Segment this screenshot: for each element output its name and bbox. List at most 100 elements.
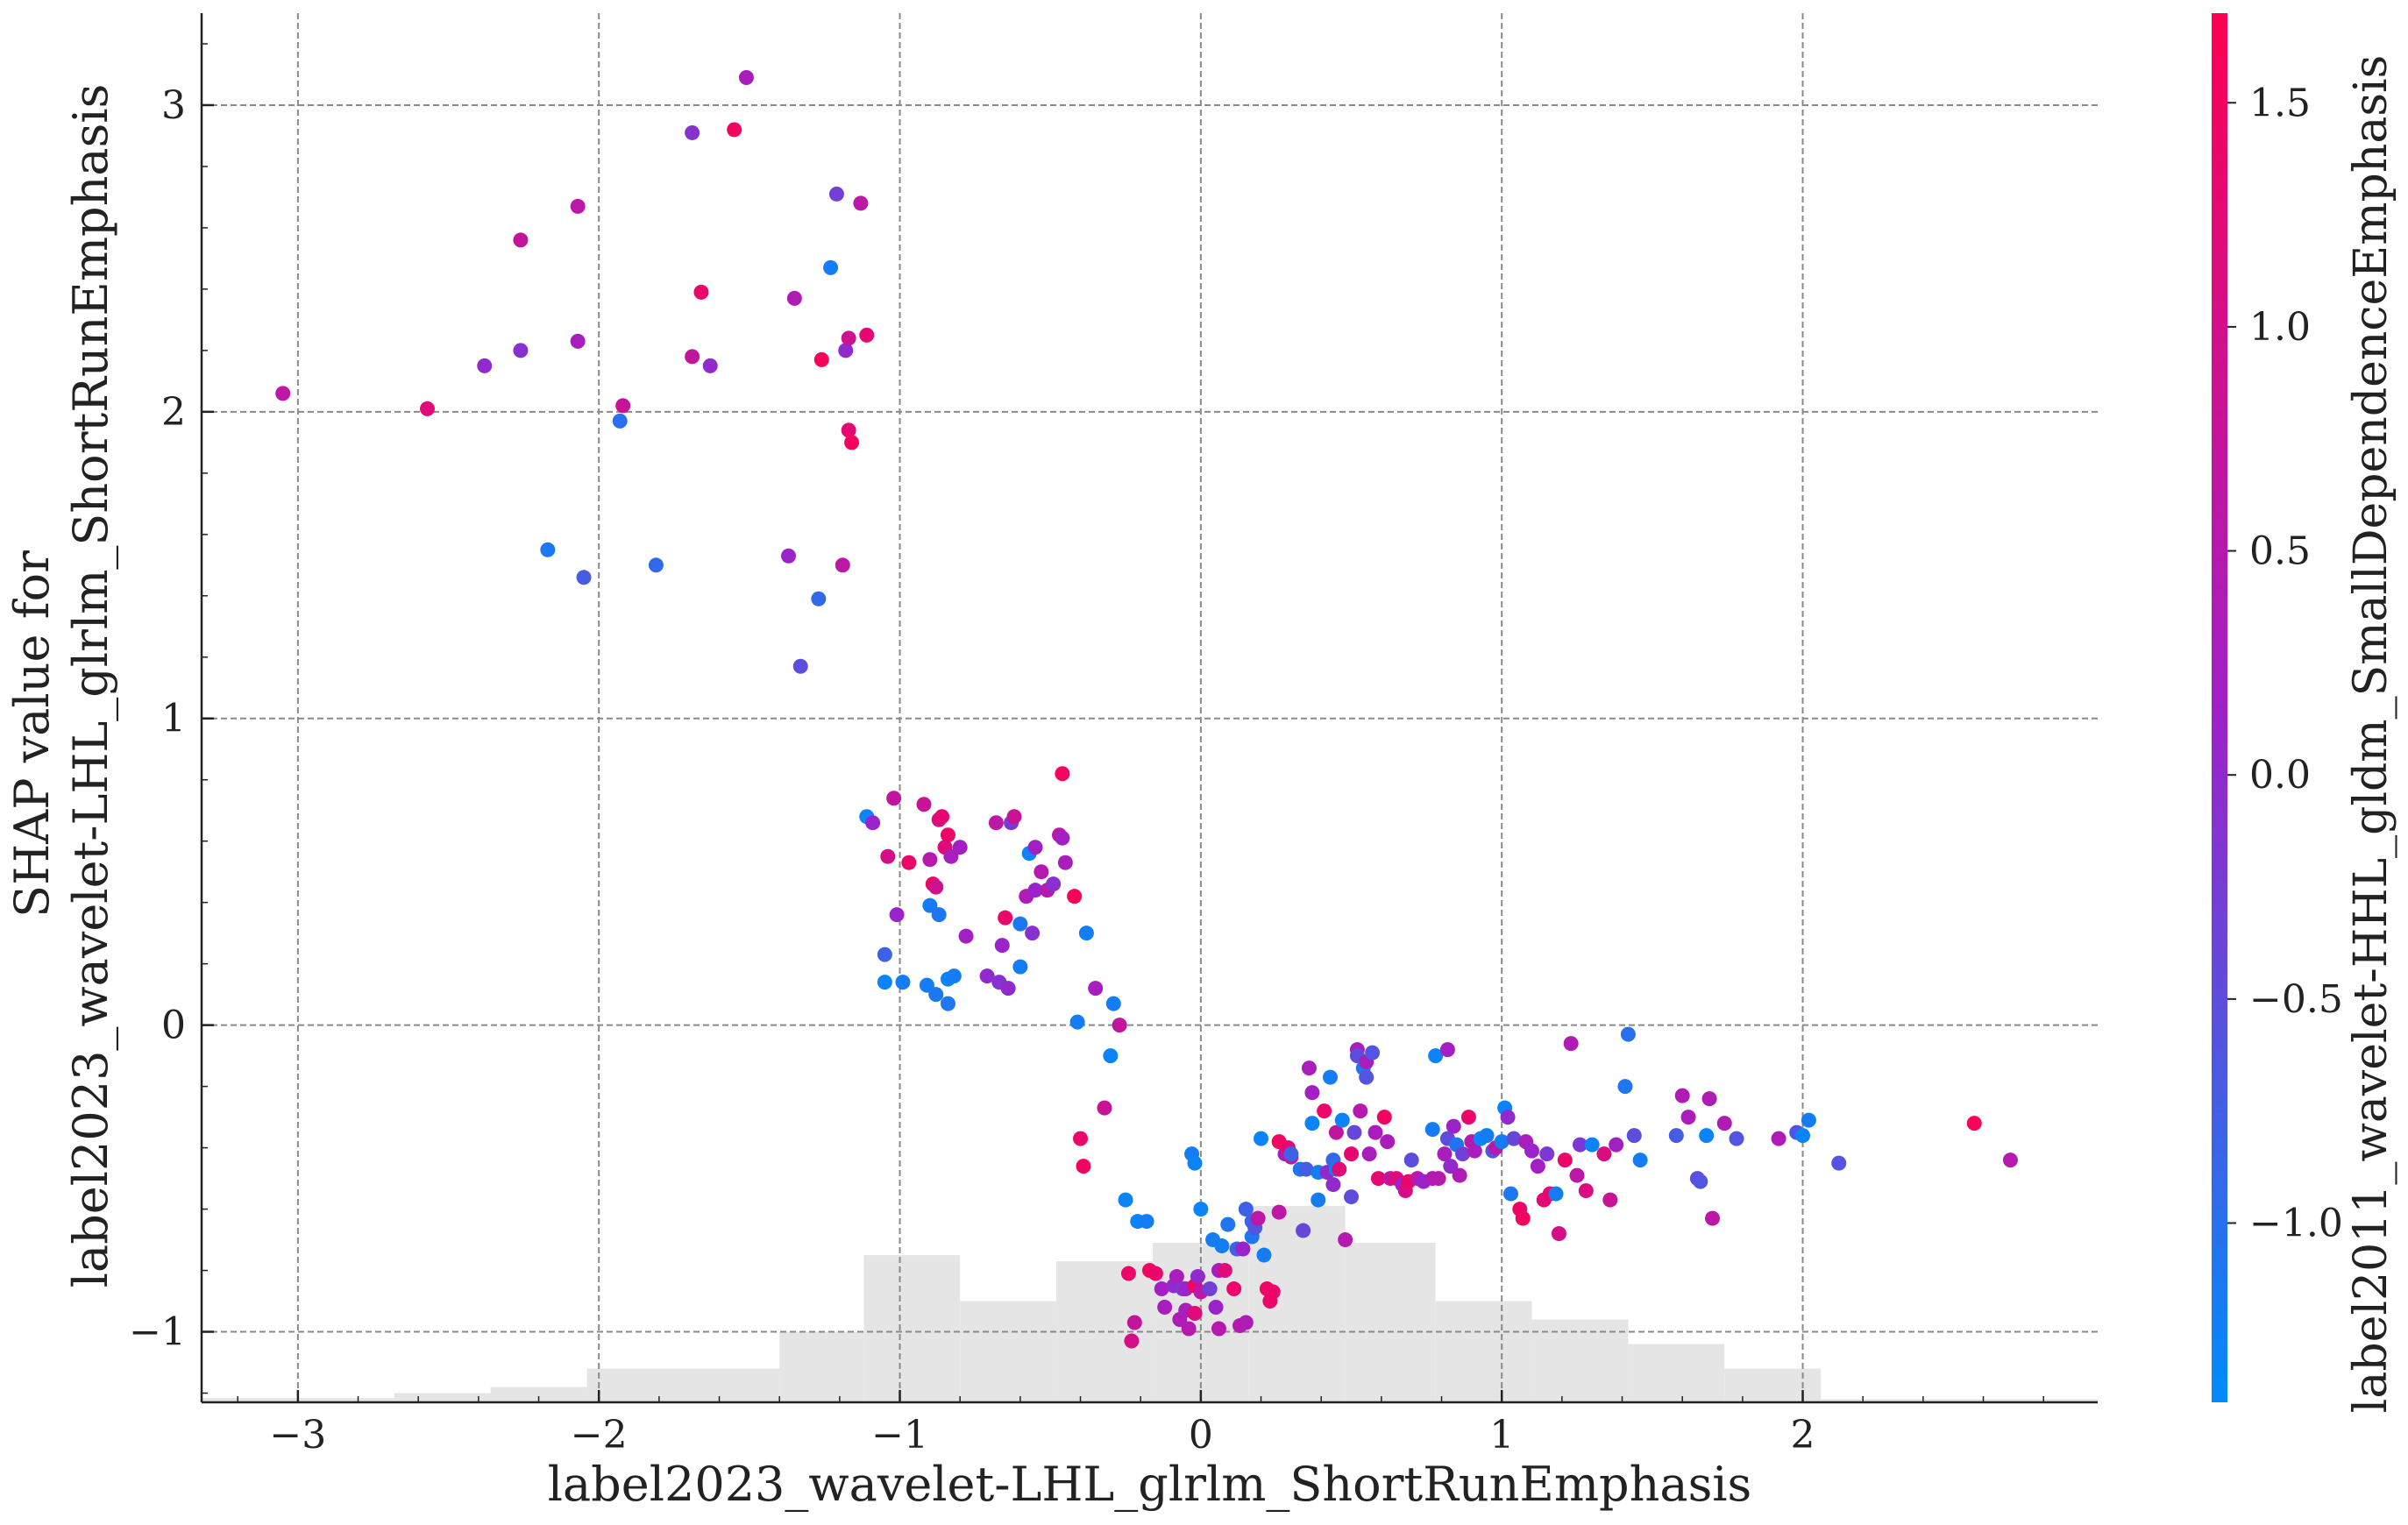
scatter-points <box>275 69 2018 1349</box>
scatter-point <box>940 827 955 843</box>
scatter-point <box>958 928 974 944</box>
scatter-point <box>1073 1131 1089 1146</box>
scatter-point <box>1380 1134 1396 1150</box>
scatter-point <box>1000 981 1016 997</box>
scatter-point <box>1795 1128 1811 1144</box>
scatter-point <box>1801 1112 1816 1128</box>
scatter-point <box>1716 1116 1732 1131</box>
scatter-point <box>934 809 950 825</box>
scatter-point <box>1124 1333 1140 1349</box>
x-tick-label: −1 <box>871 1413 928 1458</box>
scatter-point <box>880 848 896 864</box>
scatter-point <box>1187 1306 1203 1322</box>
scatter-point <box>702 358 718 373</box>
scatter-point <box>1025 926 1041 941</box>
scatter-point <box>1403 1153 1419 1168</box>
scatter-point <box>1515 1210 1531 1226</box>
scatter-point <box>919 977 934 993</box>
scatter-point <box>1506 1131 1522 1146</box>
scatter-point <box>811 591 827 606</box>
histogram-bin <box>863 1255 961 1402</box>
scatter-point <box>1311 1192 1326 1208</box>
scatter-point <box>1530 1159 1545 1174</box>
scatter-point <box>1027 883 1043 898</box>
scatter-point <box>901 855 917 870</box>
scatter-point <box>1217 1263 1232 1279</box>
scatter-point <box>1680 1110 1696 1125</box>
scatter-point <box>1569 1167 1585 1183</box>
scatter-point <box>1012 959 1028 975</box>
histogram-bin <box>394 1393 491 1402</box>
scatter-point <box>1431 1171 1446 1187</box>
colorbar-tick-label: 0.0 <box>2249 753 2311 798</box>
scatter-point <box>1304 1116 1320 1131</box>
scatter-point <box>928 987 944 1003</box>
scatter-point <box>1674 1088 1690 1103</box>
scatter-point <box>1452 1167 1467 1183</box>
scatter-point <box>1190 1269 1205 1285</box>
histogram-bin <box>1435 1301 1532 1402</box>
scatter-point <box>1078 926 1094 941</box>
scatter-point <box>1437 1146 1453 1162</box>
scatter-point <box>1046 876 1062 892</box>
colorbar-tick-label: −1.0 <box>2249 1201 2343 1245</box>
scatter-point <box>1214 1238 1230 1254</box>
histogram-bin <box>586 1368 780 1402</box>
axes: −3 −2 −1 0 1 2 −1 0 1 2 3 <box>129 13 2098 1458</box>
scatter-point <box>998 910 1013 926</box>
y-tick-label: 0 <box>161 1004 186 1048</box>
scatter-point <box>1617 1079 1633 1095</box>
scatter-point <box>1057 855 1073 870</box>
scatter-point <box>859 327 875 343</box>
scatter-point <box>1346 1124 1362 1140</box>
histogram-bin <box>1724 1368 1822 1402</box>
scatter-point <box>946 968 962 984</box>
scatter-point <box>1699 1128 1715 1144</box>
scatter-point <box>1500 1110 1516 1125</box>
scatter-point <box>841 330 856 346</box>
scatter-point <box>1139 1214 1154 1230</box>
scatter-point <box>1202 1281 1218 1297</box>
histogram-bin <box>1531 1319 1629 1402</box>
scatter-point <box>727 122 742 138</box>
scatter-point <box>1443 1159 1459 1174</box>
scatter-point <box>1609 1137 1624 1153</box>
colorbar-tick-label: 1.5 <box>2249 81 2311 125</box>
scatter-point <box>1238 1315 1254 1330</box>
scatter-point <box>1027 840 1043 855</box>
scatter-point <box>1365 1045 1381 1060</box>
scatter-point <box>570 333 586 349</box>
scatter-point <box>1578 1183 1594 1199</box>
scatter-point <box>1572 1137 1588 1153</box>
scatter-point <box>1147 1266 1163 1281</box>
scatter-point <box>1620 1026 1636 1042</box>
histogram-bin <box>490 1387 587 1402</box>
y-axis-label-line1: SHAP value for <box>4 550 60 918</box>
scatter-point <box>1551 1226 1566 1242</box>
scatter-point <box>1966 1116 1982 1131</box>
scatter-point <box>844 435 860 450</box>
scatter-point <box>792 658 808 674</box>
y-tick-label: −1 <box>129 1310 186 1355</box>
scatter-point <box>1428 1048 1444 1064</box>
scatter-point <box>1467 1143 1482 1159</box>
scatter-point <box>1325 1177 1341 1193</box>
scatter-point <box>922 852 938 868</box>
scatter-point <box>540 542 556 557</box>
colorbar <box>2212 13 2227 1402</box>
histogram-bin <box>1821 1399 2098 1402</box>
scatter-point <box>916 797 932 812</box>
scatter-point <box>1370 1171 1386 1187</box>
scatter-point <box>1367 1124 1383 1140</box>
scatter-point <box>1323 1069 1338 1085</box>
histogram-bin <box>1628 1344 1725 1402</box>
scatter-point <box>1283 1146 1299 1162</box>
scatter-point <box>1317 1103 1332 1119</box>
scatter-point <box>420 401 435 416</box>
scatter-point <box>1012 916 1028 932</box>
scatter-point <box>1254 1131 1269 1146</box>
scatter-point <box>685 124 700 140</box>
scatter-point <box>738 69 754 85</box>
colorbar-tick-label: −0.5 <box>2249 977 2343 1022</box>
